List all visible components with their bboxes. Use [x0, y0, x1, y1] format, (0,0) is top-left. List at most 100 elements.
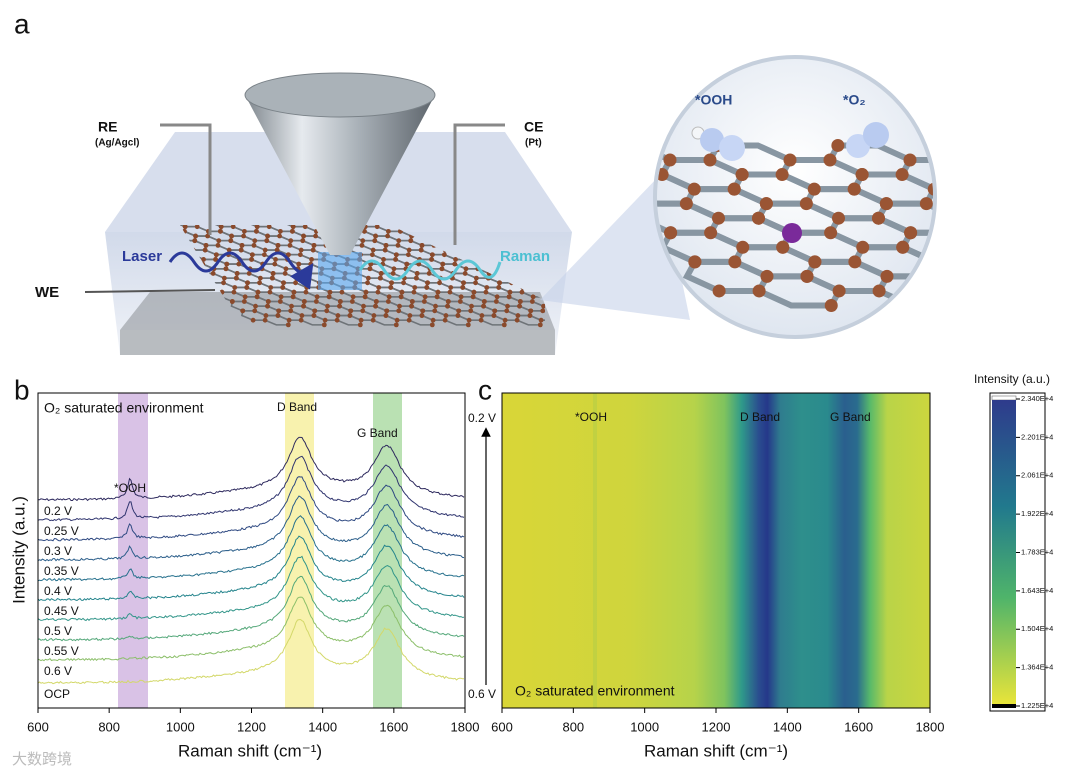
atom: [456, 308, 462, 314]
atom: [263, 313, 269, 318]
atom: [437, 280, 442, 286]
atom: [229, 233, 234, 239]
atom: [751, 211, 765, 225]
spectrum: [37, 596, 465, 662]
atom: [241, 299, 247, 304]
atom: [349, 299, 355, 304]
atom: [429, 257, 434, 262]
atom: [506, 294, 512, 300]
atom: [269, 275, 275, 281]
atom: [283, 266, 289, 272]
atom: [363, 289, 369, 295]
atom: [230, 225, 236, 230]
atom: [1000, 197, 1013, 210]
atom: [465, 322, 471, 328]
atom: [265, 233, 270, 239]
x-tick-label: 600: [491, 719, 513, 734]
atom: [517, 303, 522, 309]
atom: [409, 303, 414, 309]
atom: [277, 233, 282, 239]
atom: [711, 211, 725, 225]
g-band: [373, 393, 402, 708]
atom: [429, 252, 435, 258]
atom: [359, 242, 365, 248]
atom: [460, 285, 466, 290]
atom: [679, 197, 693, 211]
laser-wave: [168, 251, 314, 290]
plate-edge: [120, 330, 555, 355]
atom: [574, 322, 579, 327]
atom: [221, 275, 227, 281]
atom: [383, 242, 389, 248]
atom: [832, 284, 846, 298]
spectrum: [37, 515, 465, 582]
atom: [496, 285, 502, 290]
atom: [1065, 299, 1073, 312]
atom: [463, 266, 469, 272]
atom: [194, 225, 200, 230]
x-tick-label: 1400: [773, 719, 802, 734]
atom: [357, 322, 363, 328]
colorbar-tick-label: 1.504E+4: [1021, 624, 1053, 633]
re-label: RE: [98, 119, 117, 135]
atom: [616, 168, 629, 181]
atom: [537, 322, 543, 328]
atom: [519, 289, 525, 295]
atom: [233, 275, 239, 281]
potential-label: 0.55 V: [44, 644, 79, 658]
atom: [1016, 241, 1029, 254]
laser-spot: [318, 252, 362, 290]
atom: [298, 317, 304, 323]
atom: [314, 294, 320, 300]
atom: [646, 322, 651, 327]
colorbar-tick-label: 1.783E+4: [1021, 547, 1053, 556]
atom: [229, 299, 235, 304]
atom: [289, 303, 294, 309]
atom: [442, 317, 448, 323]
atom: [624, 313, 629, 318]
active-site: [782, 223, 802, 243]
atom: [993, 284, 1006, 297]
atom: [1000, 197, 1013, 210]
re-material: (Ag/Agcl): [95, 138, 139, 149]
atom: [573, 257, 578, 262]
atom: [221, 280, 226, 286]
spectrum: [37, 455, 465, 522]
ce-wire: [453, 123, 505, 245]
atom: [308, 261, 314, 267]
atom: [951, 139, 964, 152]
potential-label: 0.5 V: [44, 624, 72, 638]
atom: [216, 238, 222, 244]
atom: [246, 271, 252, 276]
atom: [855, 168, 869, 182]
atom: [393, 257, 398, 262]
atom: [1024, 154, 1037, 167]
x-tick-label: 800: [562, 719, 584, 734]
atom: [298, 247, 304, 253]
atom: [396, 308, 402, 314]
atom: [374, 225, 380, 230]
atom: [752, 284, 766, 298]
atom: [530, 294, 536, 300]
bond-ring: [975, 247, 1055, 276]
bond-ring: [1046, 189, 1073, 218]
atom: [254, 294, 260, 300]
potential-bottom: 0.6 V: [468, 687, 496, 701]
atom: [458, 294, 464, 300]
atom: [234, 271, 240, 276]
atom: [217, 228, 223, 234]
atom: [301, 299, 307, 304]
atom: [600, 313, 605, 318]
atom: [564, 308, 569, 313]
d-band: [285, 393, 314, 708]
atom: [847, 182, 861, 196]
atom: [213, 257, 218, 262]
laser-label: Laser: [122, 248, 162, 265]
atom: [257, 275, 263, 281]
atom: [760, 269, 774, 283]
atom: [447, 289, 453, 295]
atom: [339, 289, 345, 295]
atom: [591, 139, 604, 152]
bond-ring: [951, 218, 1031, 247]
zoom-beam: [540, 175, 690, 320]
